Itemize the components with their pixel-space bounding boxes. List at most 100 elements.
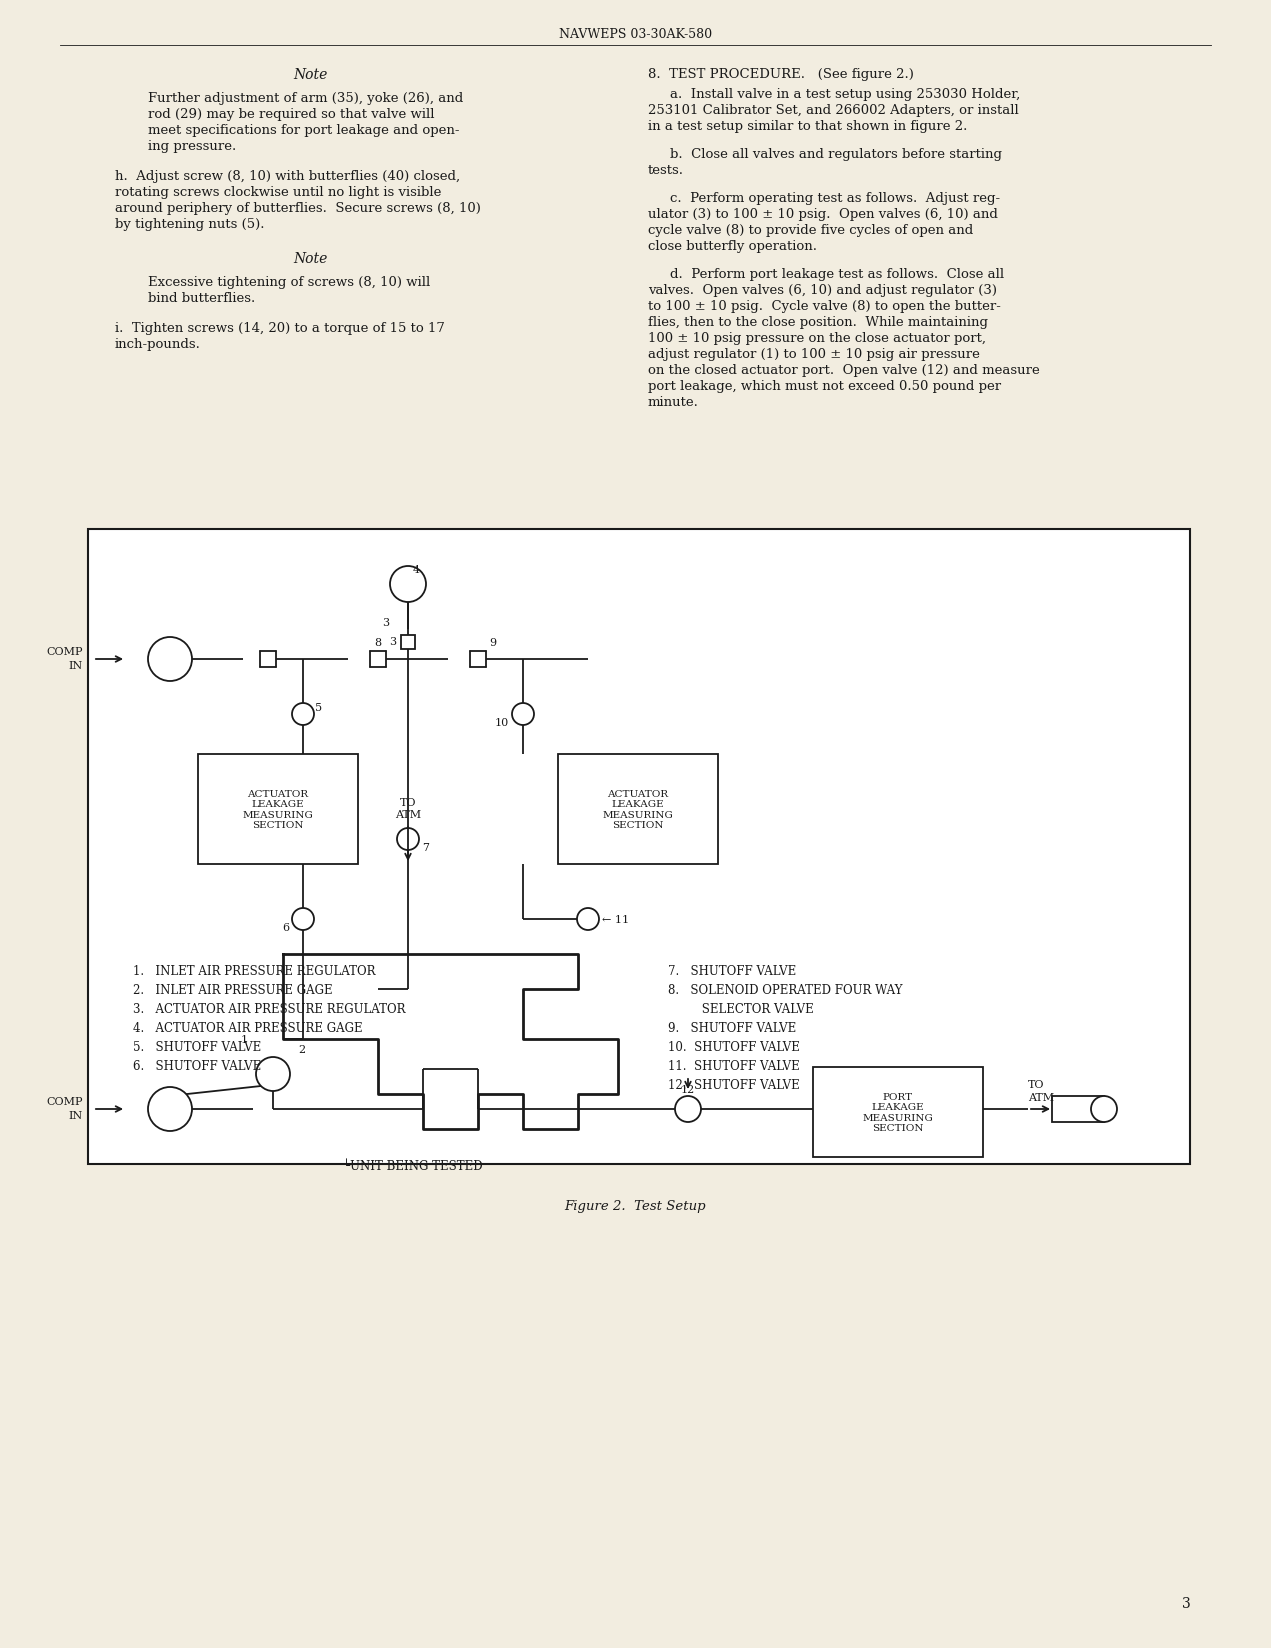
Text: inch-pounds.: inch-pounds. bbox=[114, 338, 201, 351]
Circle shape bbox=[147, 1088, 192, 1131]
Text: 4.   ACTUATOR AIR PRESSURE GAGE: 4. ACTUATOR AIR PRESSURE GAGE bbox=[133, 1022, 362, 1035]
Circle shape bbox=[1091, 1096, 1117, 1122]
Text: Further adjustment of arm (35), yoke (26), and: Further adjustment of arm (35), yoke (26… bbox=[147, 92, 463, 105]
Text: SELECTOR VALVE: SELECTOR VALVE bbox=[683, 1002, 813, 1015]
Text: 100 ± 10 psig pressure on the close actuator port,: 100 ± 10 psig pressure on the close actu… bbox=[648, 331, 986, 344]
Text: c.  Perform operating test as follows.  Adjust reg-: c. Perform operating test as follows. Ad… bbox=[670, 191, 1000, 204]
Bar bbox=[558, 755, 718, 865]
Text: TO: TO bbox=[1028, 1079, 1045, 1089]
Text: 1.   INLET AIR PRESSURE REGULATOR: 1. INLET AIR PRESSURE REGULATOR bbox=[133, 964, 375, 977]
Text: MEASURING: MEASURING bbox=[863, 1112, 933, 1122]
Circle shape bbox=[255, 1058, 290, 1091]
Text: 2: 2 bbox=[297, 1045, 305, 1055]
Text: close butterfly operation.: close butterfly operation. bbox=[648, 241, 817, 252]
Text: 9: 9 bbox=[489, 638, 497, 648]
Text: IN: IN bbox=[69, 1111, 83, 1121]
Text: SECTION: SECTION bbox=[872, 1122, 924, 1132]
Circle shape bbox=[512, 704, 534, 725]
Text: 3.   ACTUATOR AIR PRESSURE REGULATOR: 3. ACTUATOR AIR PRESSURE REGULATOR bbox=[133, 1002, 405, 1015]
Text: tests.: tests. bbox=[648, 163, 684, 176]
Text: i.  Tighten screws (14, 20) to a torque of 15 to 17: i. Tighten screws (14, 20) to a torque o… bbox=[114, 321, 445, 335]
Text: LEAKAGE: LEAKAGE bbox=[611, 799, 665, 809]
Text: ing pressure.: ing pressure. bbox=[147, 140, 236, 153]
Text: 12: 12 bbox=[681, 1084, 695, 1094]
Text: 11.  SHUTOFF VALVE: 11. SHUTOFF VALVE bbox=[669, 1060, 799, 1073]
Text: d.  Perform port leakage test as follows.  Close all: d. Perform port leakage test as follows.… bbox=[670, 269, 1004, 280]
Bar bbox=[261, 651, 276, 667]
Circle shape bbox=[577, 908, 599, 931]
Text: bind butterflies.: bind butterflies. bbox=[147, 292, 255, 305]
Text: ulator (3) to 100 ± 10 psig.  Open valves (6, 10) and: ulator (3) to 100 ± 10 psig. Open valves… bbox=[648, 208, 998, 221]
Circle shape bbox=[147, 638, 192, 682]
Text: meet specifications for port leakage and open-: meet specifications for port leakage and… bbox=[147, 124, 460, 137]
Text: LEAKAGE: LEAKAGE bbox=[872, 1103, 924, 1112]
Circle shape bbox=[397, 829, 419, 850]
Text: 12.  SHUTOFF VALVE: 12. SHUTOFF VALVE bbox=[669, 1078, 799, 1091]
Text: 3: 3 bbox=[383, 618, 390, 628]
Text: Note: Note bbox=[292, 252, 327, 265]
Text: 6.   SHUTOFF VALVE: 6. SHUTOFF VALVE bbox=[133, 1060, 262, 1073]
Bar bbox=[1052, 1096, 1104, 1122]
Bar bbox=[370, 651, 386, 667]
Text: 5.   SHUTOFF VALVE: 5. SHUTOFF VALVE bbox=[133, 1040, 262, 1053]
Bar bbox=[198, 755, 358, 865]
Text: 3: 3 bbox=[389, 636, 397, 646]
Text: ← 11: ← 11 bbox=[602, 915, 629, 925]
Text: valves.  Open valves (6, 10) and adjust regulator (3): valves. Open valves (6, 10) and adjust r… bbox=[648, 283, 996, 297]
Text: 3: 3 bbox=[1182, 1595, 1191, 1610]
Text: 6: 6 bbox=[282, 923, 289, 933]
Text: 2.   INLET AIR PRESSURE GAGE: 2. INLET AIR PRESSURE GAGE bbox=[133, 984, 333, 997]
Text: ACTUATOR: ACTUATOR bbox=[608, 789, 669, 799]
Text: around periphery of butterflies.  Secure screws (8, 10): around periphery of butterflies. Secure … bbox=[114, 201, 480, 214]
Text: Note: Note bbox=[292, 68, 327, 82]
Text: in a test setup similar to that shown in figure 2.: in a test setup similar to that shown in… bbox=[648, 120, 967, 133]
Text: MEASURING: MEASURING bbox=[243, 811, 314, 819]
Text: by tightening nuts (5).: by tightening nuts (5). bbox=[114, 218, 264, 231]
Text: 8.   SOLENOID OPERATED FOUR WAY: 8. SOLENOID OPERATED FOUR WAY bbox=[669, 984, 902, 997]
Bar bbox=[400, 636, 416, 649]
Text: 4: 4 bbox=[413, 565, 421, 575]
Text: Excessive tightening of screws (8, 10) will: Excessive tightening of screws (8, 10) w… bbox=[147, 275, 431, 288]
Text: └UNIT BEING TESTED: └UNIT BEING TESTED bbox=[343, 1159, 483, 1172]
Text: 8: 8 bbox=[375, 638, 381, 648]
Text: ATM: ATM bbox=[395, 809, 421, 819]
Text: ACTUATOR: ACTUATOR bbox=[248, 789, 309, 799]
Bar bbox=[813, 1068, 982, 1157]
Text: 10: 10 bbox=[494, 717, 508, 727]
Text: rotating screws clockwise until no light is visible: rotating screws clockwise until no light… bbox=[114, 186, 441, 199]
Text: on the closed actuator port.  Open valve (12) and measure: on the closed actuator port. Open valve … bbox=[648, 364, 1040, 377]
Text: LEAKAGE: LEAKAGE bbox=[252, 799, 304, 809]
Text: SECTION: SECTION bbox=[252, 821, 304, 829]
Text: COMP: COMP bbox=[47, 646, 83, 656]
Text: cycle valve (8) to provide five cycles of open and: cycle valve (8) to provide five cycles o… bbox=[648, 224, 974, 237]
Text: 5: 5 bbox=[315, 702, 322, 712]
Text: rod (29) may be required so that valve will: rod (29) may be required so that valve w… bbox=[147, 107, 435, 120]
Text: port leakage, which must not exceed 0.50 pound per: port leakage, which must not exceed 0.50… bbox=[648, 379, 1002, 392]
Text: PORT: PORT bbox=[883, 1093, 913, 1101]
Text: 7: 7 bbox=[422, 842, 430, 852]
Text: b.  Close all valves and regulators before starting: b. Close all valves and regulators befor… bbox=[670, 148, 1002, 162]
Circle shape bbox=[675, 1096, 702, 1122]
Text: a.  Install valve in a test setup using 253030 Holder,: a. Install valve in a test setup using 2… bbox=[670, 87, 1021, 101]
Text: IN: IN bbox=[69, 661, 83, 671]
Text: to 100 ± 10 psig.  Cycle valve (8) to open the butter-: to 100 ± 10 psig. Cycle valve (8) to ope… bbox=[648, 300, 1000, 313]
Text: h.  Adjust screw (8, 10) with butterflies (40) closed,: h. Adjust screw (8, 10) with butterflies… bbox=[114, 170, 460, 183]
Text: 10.  SHUTOFF VALVE: 10. SHUTOFF VALVE bbox=[669, 1040, 799, 1053]
Bar bbox=[470, 651, 486, 667]
Text: SECTION: SECTION bbox=[613, 821, 663, 829]
Circle shape bbox=[390, 567, 426, 603]
Text: 1: 1 bbox=[241, 1035, 248, 1045]
Text: ATM: ATM bbox=[1028, 1093, 1054, 1103]
Text: TO: TO bbox=[400, 798, 416, 808]
Circle shape bbox=[292, 908, 314, 931]
Text: MEASURING: MEASURING bbox=[602, 811, 674, 819]
Text: 253101 Calibrator Set, and 266002 Adapters, or install: 253101 Calibrator Set, and 266002 Adapte… bbox=[648, 104, 1019, 117]
Text: 8.  TEST PROCEDURE.   (See figure 2.): 8. TEST PROCEDURE. (See figure 2.) bbox=[648, 68, 914, 81]
Text: COMP: COMP bbox=[47, 1096, 83, 1106]
Bar bbox=[88, 529, 1190, 1163]
Text: 9.   SHUTOFF VALVE: 9. SHUTOFF VALVE bbox=[669, 1022, 796, 1035]
Text: minute.: minute. bbox=[648, 396, 699, 409]
Text: adjust regulator (1) to 100 ± 10 psig air pressure: adjust regulator (1) to 100 ± 10 psig ai… bbox=[648, 348, 980, 361]
Text: flies, then to the close position.  While maintaining: flies, then to the close position. While… bbox=[648, 316, 988, 330]
Text: 7.   SHUTOFF VALVE: 7. SHUTOFF VALVE bbox=[669, 964, 796, 977]
